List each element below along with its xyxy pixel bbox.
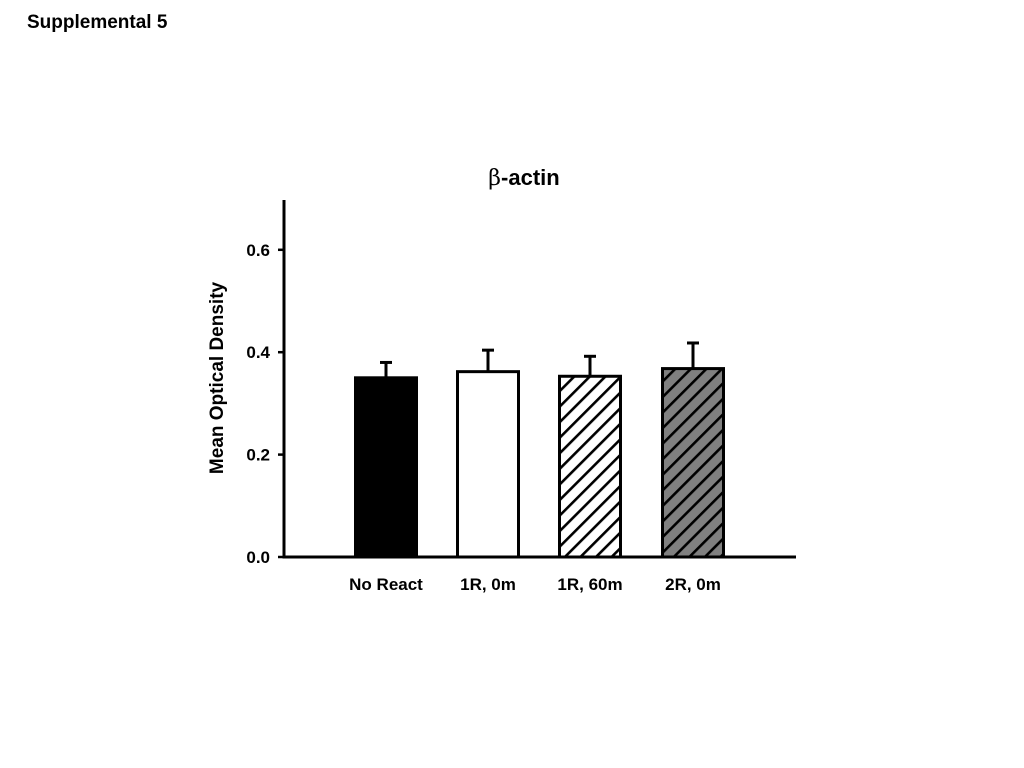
chart-title-text: -actin: [501, 165, 560, 190]
chart-title-symbol: β: [488, 166, 501, 191]
axes-group: [282, 200, 796, 559]
x-tick-label: No React: [349, 575, 423, 594]
y-tick-label: 0.4: [246, 343, 270, 362]
bar-2: [456, 370, 520, 559]
error-bars-group: [380, 341, 699, 378]
x-tick-label: 2R, 0m: [665, 575, 721, 594]
bar-1: [354, 376, 418, 559]
bar-4: [661, 367, 725, 559]
bar-3: [558, 374, 622, 559]
x-tick-label: 1R, 0m: [460, 575, 516, 594]
y-tick-label: 0.6: [246, 241, 270, 260]
x-tick-label: 1R, 60m: [557, 575, 622, 594]
chart-title: β-actin: [488, 165, 559, 191]
y-tick-label: 0.0: [246, 548, 270, 567]
y-axis-label: Mean Optical Density: [207, 281, 228, 474]
bars-group: [354, 367, 725, 559]
y-tick-label: 0.2: [246, 446, 270, 465]
page-title: Supplemental 5: [27, 12, 168, 33]
x-labels-group: No React 1R, 0m 1R, 60m 2R, 0m: [349, 575, 721, 594]
y-ticks-group: 0.0 0.2 0.4 0.6: [246, 241, 284, 567]
